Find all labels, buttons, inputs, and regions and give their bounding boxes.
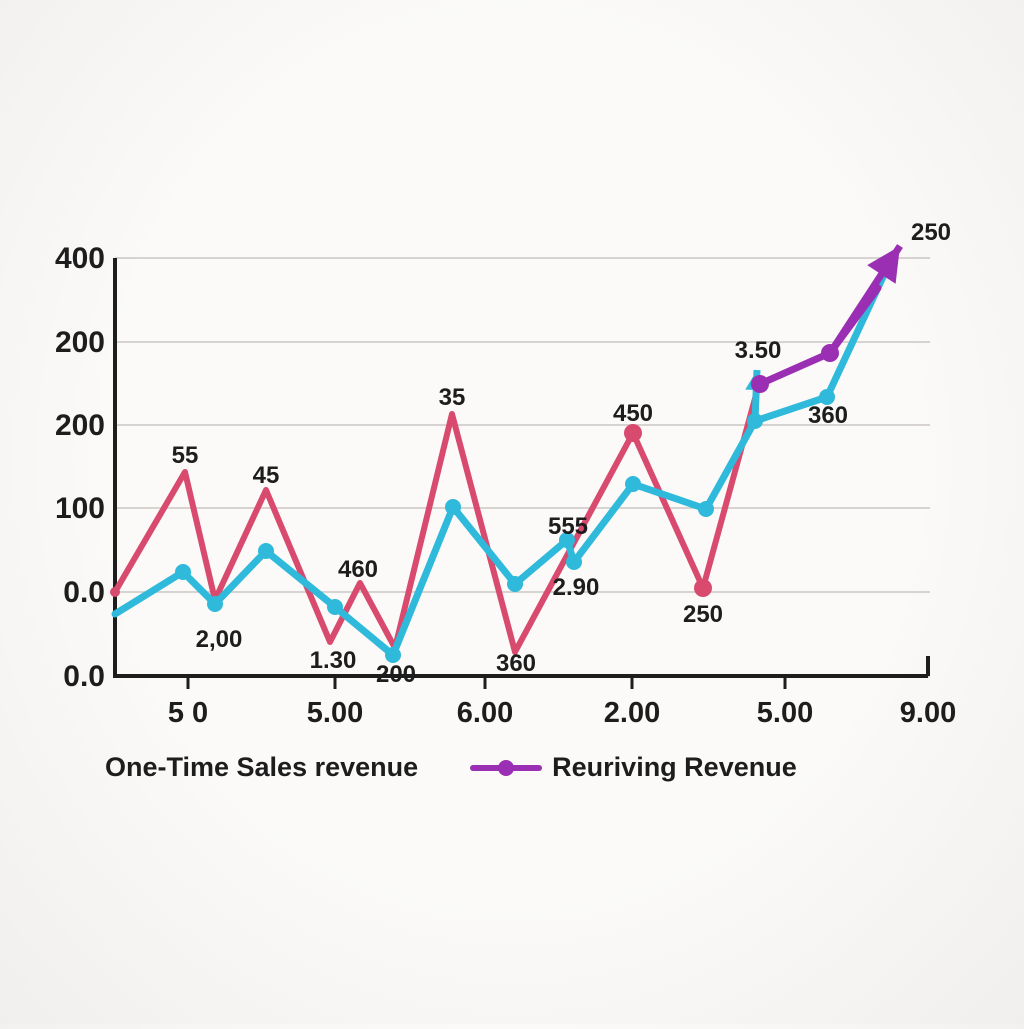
x-axis-tick-label: 2.00	[604, 697, 660, 729]
arrowhead-icon	[867, 246, 900, 284]
data-point-marker	[694, 579, 712, 597]
data-point-label: 360	[496, 650, 536, 677]
y-axis-tick-label: 0.0	[63, 660, 105, 693]
data-point-label: 200	[376, 661, 416, 688]
data-point-marker	[445, 499, 461, 515]
series-line-one-time-sales-revenue-line	[112, 381, 762, 655]
data-point-label: 1.30	[310, 647, 357, 674]
data-point-label: 35	[439, 384, 466, 411]
data-point-label: 2,00	[196, 626, 243, 653]
data-point-marker	[625, 476, 641, 492]
data-point-marker	[207, 596, 223, 612]
purple-line-dot-icon	[470, 759, 543, 776]
y-axis-tick-label: 400	[55, 242, 105, 275]
data-point-label: 2.90	[553, 574, 600, 601]
data-point-label: 460	[338, 556, 378, 583]
data-point-marker	[175, 564, 191, 580]
data-point-marker	[698, 501, 714, 517]
x-axis-tick-label: 6.00	[457, 697, 513, 729]
data-point-label: 3.50	[735, 337, 782, 364]
y-axis-tick-label: 0.0	[63, 576, 105, 609]
data-point-marker	[819, 389, 835, 405]
data-point-marker	[507, 576, 523, 592]
data-point-label: 55	[172, 442, 199, 469]
data-point-marker	[258, 543, 274, 559]
x-axis-tick-label: 9.00	[900, 697, 956, 729]
data-point-marker	[110, 587, 120, 597]
legend-label-recurring-revenue: Reuriving Revenue	[552, 752, 797, 782]
chart-legend: One-Time Sales revenue Reuriving Revenue	[105, 752, 797, 783]
y-axis-tick-label: 200	[55, 326, 105, 359]
x-axis-tick-label: 5.00	[307, 697, 363, 729]
data-point-marker	[385, 647, 401, 663]
data-point-marker	[624, 424, 642, 442]
data-point-label: 250	[683, 601, 723, 628]
legend-item-recurring-revenue: Reuriving Revenue	[470, 752, 797, 783]
data-point-marker	[327, 599, 343, 615]
data-point-marker	[747, 413, 763, 429]
data-point-marker	[559, 532, 575, 548]
legend-label-one-time-sales: One-Time Sales revenue	[105, 752, 419, 782]
data-point-marker	[821, 344, 839, 362]
data-point-label: 555	[548, 513, 588, 540]
data-point-marker	[751, 375, 769, 393]
legend-item-one-time-sales: One-Time Sales revenue	[105, 752, 418, 783]
y-axis-tick-label: 100	[55, 492, 105, 525]
data-point-label: 450	[613, 400, 653, 427]
data-point-label: 45	[253, 462, 280, 489]
y-axis-tick-label: 200	[55, 409, 105, 442]
x-axis-tick-label: 5 0	[168, 697, 208, 729]
data-point-label: 360	[808, 402, 848, 429]
x-axis-tick-label: 5.00	[757, 697, 813, 729]
data-point-marker	[566, 554, 582, 570]
data-point-label: 250	[911, 219, 951, 246]
